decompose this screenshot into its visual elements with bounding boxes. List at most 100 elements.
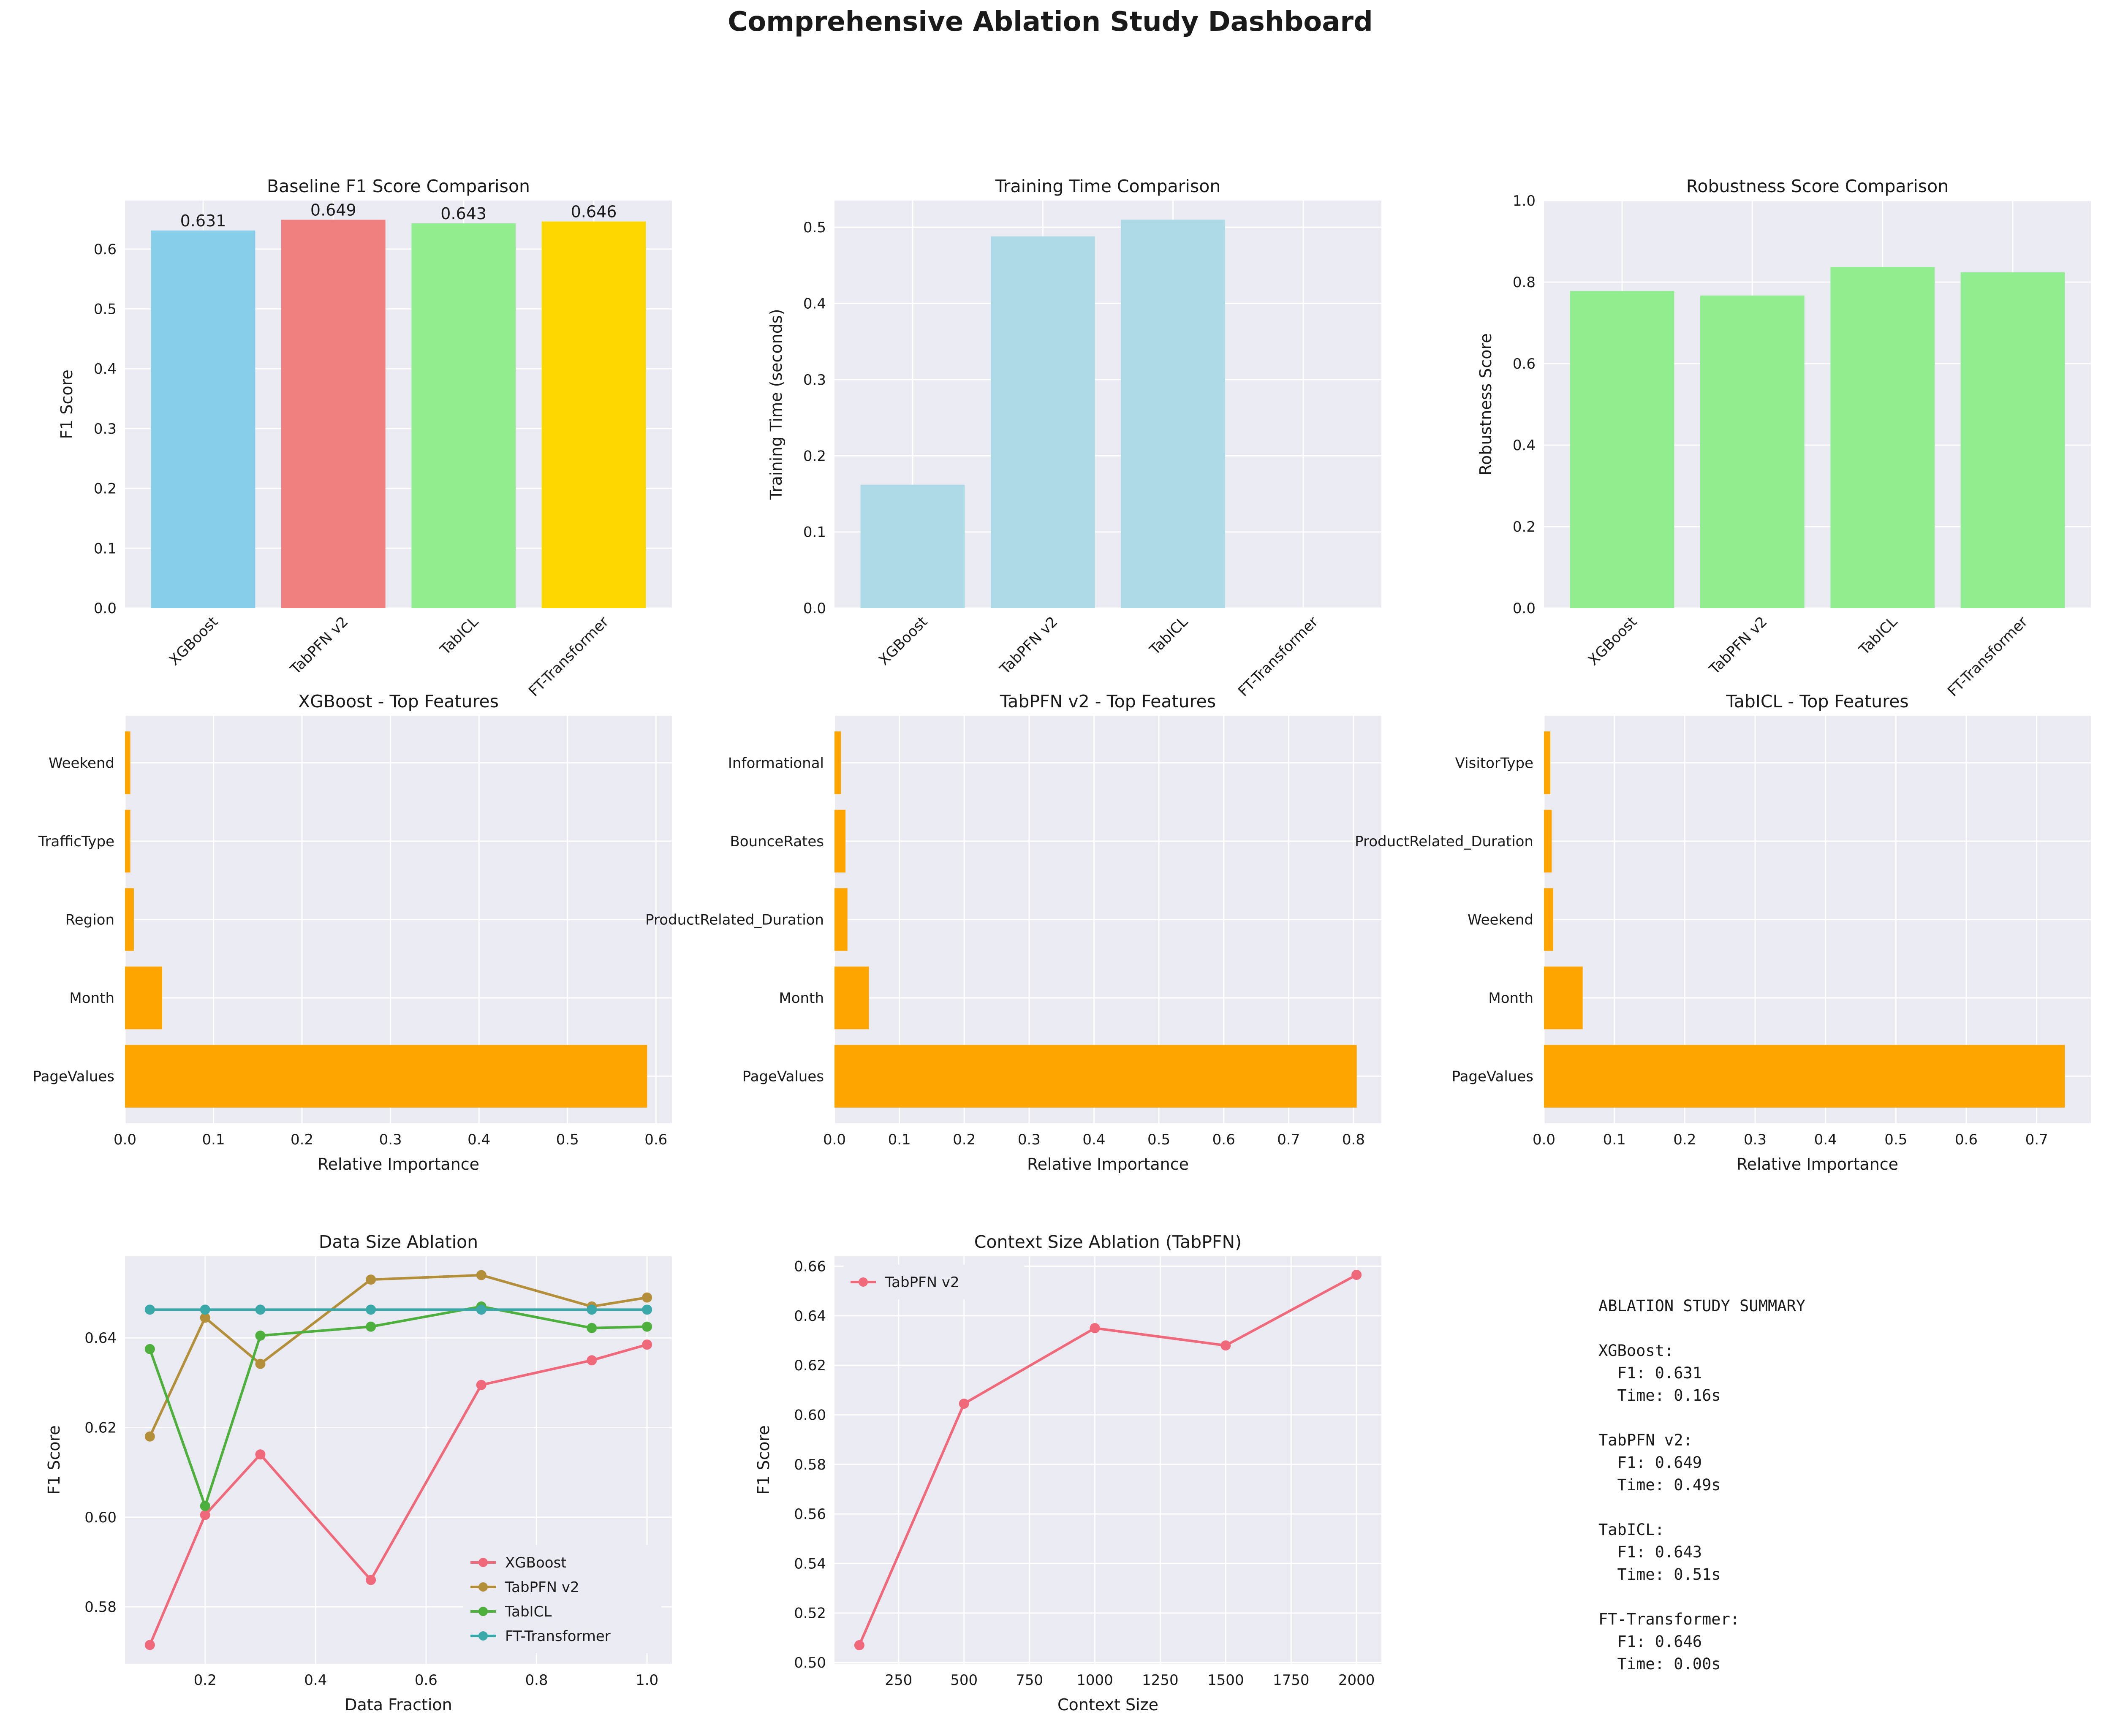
bar-tabicl <box>1121 220 1225 608</box>
legend-box <box>463 1545 661 1653</box>
y-tick-label: 0.54 <box>794 1555 826 1572</box>
data-point <box>959 1399 969 1409</box>
y-tick-label: 0.62 <box>794 1357 826 1374</box>
y-axis-label: F1 Score <box>45 1425 63 1495</box>
x-tick-label: 0.6 <box>1955 1131 1978 1148</box>
y-axis-label: Robustness Score <box>1476 333 1495 475</box>
summary-line: Time: 0.00s <box>1598 1655 1721 1673</box>
y-tick-label: 0.60 <box>794 1407 826 1424</box>
bar-tabicl <box>1830 267 1935 608</box>
x-tick-label: 0.8 <box>525 1672 548 1689</box>
bar-bouncerates <box>834 810 846 873</box>
data-point <box>255 1304 266 1315</box>
data-label: 0.646 <box>571 203 617 221</box>
data-point <box>366 1274 376 1285</box>
bar-ft-transformer <box>1960 272 2065 608</box>
x-tick-label: 0.0 <box>114 1131 136 1148</box>
bar-tabpfn-v2 <box>991 236 1095 608</box>
x-tick-label: 0.7 <box>2025 1131 2048 1148</box>
data-point <box>642 1292 652 1303</box>
x-tick-label: 0.6 <box>644 1131 667 1148</box>
data-point <box>587 1355 597 1366</box>
y-tick-label: 0.8 <box>1513 274 1536 291</box>
data-point <box>366 1321 376 1332</box>
data-point <box>587 1304 597 1315</box>
y-tick-label: PageValues <box>742 1068 824 1085</box>
y-tick-label: 0.66 <box>794 1258 826 1275</box>
x-axis-label: Relative Importance <box>1027 1155 1189 1174</box>
data-label: 0.631 <box>180 212 226 230</box>
y-tick-label: 0.0 <box>1513 600 1536 617</box>
y-tick-label: Informational <box>728 755 824 772</box>
bar-visitortype <box>1544 731 1550 794</box>
x-tick-label: 0.5 <box>556 1131 579 1148</box>
legend-swatch-marker <box>478 1582 488 1592</box>
y-tick-label: Month <box>69 990 114 1007</box>
summary-line: FT-Transformer: <box>1598 1610 1740 1628</box>
y-tick-label: ProductRelated_Duration <box>645 912 824 929</box>
summary-heading: ABLATION STUDY SUMMARY <box>1598 1297 1805 1315</box>
summary-line: Time: 0.16s <box>1598 1386 1721 1405</box>
bar-ft-transformer <box>541 221 646 608</box>
bar-productrelated-duration <box>1544 810 1552 873</box>
x-tick-label: 0.2 <box>194 1672 217 1689</box>
data-point <box>144 1431 155 1442</box>
x-axis-label: Relative Importance <box>1737 1155 1898 1174</box>
y-tick-label: BounceRates <box>730 833 824 850</box>
dashboard-title: Comprehensive Ablation Study Dashboard <box>728 6 1373 38</box>
data-point <box>642 1321 652 1332</box>
x-tick-label: 0.3 <box>1744 1131 1767 1148</box>
data-point <box>200 1312 210 1323</box>
summary-line: TabICL: <box>1598 1521 1664 1539</box>
data-point <box>144 1304 155 1315</box>
legend-swatch-marker <box>478 1631 488 1641</box>
bar-region <box>125 888 134 951</box>
data-point <box>642 1304 652 1315</box>
summary-line: TabPFN v2: <box>1598 1431 1693 1449</box>
data-point <box>144 1640 155 1650</box>
y-tick-label: 0.50 <box>794 1654 826 1671</box>
bar-month <box>125 966 163 1030</box>
data-point <box>200 1510 210 1520</box>
bar-month <box>1544 966 1583 1030</box>
chart-title: TabICL - Top Features <box>1726 691 1908 712</box>
data-point <box>366 1304 376 1315</box>
y-tick-label: 0.64 <box>794 1308 826 1325</box>
y-tick-label: Weekend <box>49 755 114 772</box>
x-axis-label: Relative Importance <box>318 1155 479 1174</box>
x-tick-label: 0.6 <box>415 1672 438 1689</box>
legend-swatch-marker <box>478 1607 488 1616</box>
legend-label: TabICL <box>505 1603 552 1620</box>
summary-line: F1: 0.646 <box>1598 1633 1702 1651</box>
y-tick-label: 0.56 <box>794 1506 826 1523</box>
legend: TabPFN v2 <box>843 1265 1025 1299</box>
y-tick-label: 0.3 <box>94 421 117 437</box>
bar-xgboost <box>860 484 965 608</box>
data-point <box>476 1270 487 1280</box>
x-tick-label: 0.2 <box>1673 1131 1696 1148</box>
y-tick-label: 0.6 <box>94 241 117 258</box>
x-tick-label: 0.4 <box>467 1131 490 1148</box>
x-tick-label: 1250 <box>1142 1672 1179 1689</box>
summary-line: Time: 0.49s <box>1598 1476 1721 1494</box>
y-tick-label: 0.1 <box>803 524 826 541</box>
bar-weekend <box>125 731 130 794</box>
y-tick-label: 0.58 <box>794 1456 826 1473</box>
y-tick-label: 0.1 <box>94 540 117 557</box>
data-point <box>854 1640 864 1651</box>
bar-xgboost <box>1570 291 1674 608</box>
y-tick-label: ProductRelated_Duration <box>1355 833 1533 850</box>
y-tick-label: 0.0 <box>94 600 117 617</box>
x-tick-label: 500 <box>950 1672 978 1689</box>
summary-line: XGBoost: <box>1598 1342 1674 1360</box>
legend-label: FT-Transformer <box>505 1628 611 1645</box>
summary-line: F1: 0.643 <box>1598 1543 1702 1561</box>
data-point <box>255 1449 266 1460</box>
chart-xgb_features: XGBoost - Top Features 0.0 0.1 0.2 0.3 0.4 0.5… <box>33 691 672 1174</box>
data-point <box>587 1323 597 1333</box>
x-tick-label: 0.0 <box>823 1131 846 1148</box>
x-tick-label: 0.4 <box>1082 1131 1105 1148</box>
bar-pagevalues <box>1544 1045 2065 1108</box>
y-tick-label: Weekend <box>1468 912 1533 929</box>
data-point <box>1220 1340 1231 1351</box>
